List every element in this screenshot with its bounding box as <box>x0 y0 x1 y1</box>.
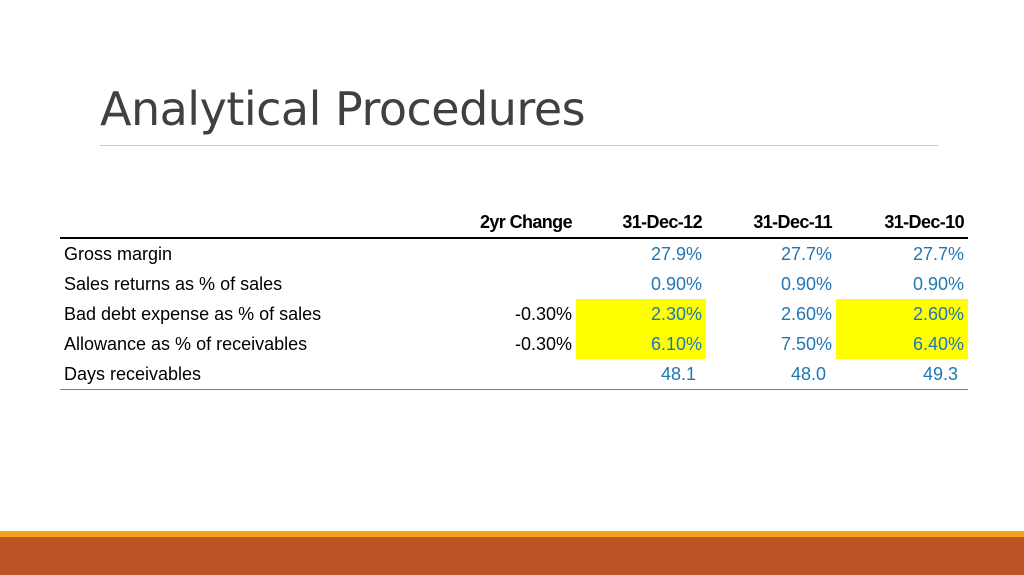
cell-dec-12: 27.9% <box>650 243 702 264</box>
row-label: Days receivables <box>60 359 448 390</box>
cell-dec-11: 48.0 <box>706 359 836 390</box>
row-label: Gross margin <box>64 243 173 264</box>
analytics-table: 2yr Change 31-Dec-12 31-Dec-11 31-Dec-10… <box>60 206 968 390</box>
header-2yr-change: 2yr Change <box>448 206 576 239</box>
cell-dec-10: 27.7% <box>912 243 964 264</box>
cell-dec-10-highlighted: 6.40% <box>836 329 968 359</box>
row-label: Bad debt expense as % of sales <box>64 303 322 324</box>
row-label: Sales returns as % of sales <box>64 273 283 294</box>
cell-dec-10: 0.90% <box>912 273 964 294</box>
cell-change <box>448 269 576 299</box>
table-row: Days receivables 48.1 48.0 49.3 <box>60 359 968 390</box>
table-header-row: 2yr Change 31-Dec-12 31-Dec-11 31-Dec-10 <box>60 206 968 239</box>
cell-dec-12-highlighted: 6.10% <box>576 329 706 359</box>
cell-dec-11: 27.7% <box>780 243 832 264</box>
table-row: Sales returns as % of sales 0.90% 0.90% … <box>60 269 968 299</box>
table-row: Gross margin 27.9% 27.7% 27.7% <box>60 238 968 269</box>
cell-change <box>448 238 576 269</box>
header-dec-10: 31-Dec-10 <box>836 206 968 239</box>
cell-dec-11: 0.90% <box>780 273 832 294</box>
table-row: Allowance as % of receivables -0.30% 6.1… <box>60 329 968 359</box>
cell-change: -0.30% <box>514 303 572 324</box>
header-dec-12: 31-Dec-12 <box>576 206 706 239</box>
header-label <box>60 206 448 239</box>
header-dec-11: 31-Dec-11 <box>706 206 836 239</box>
cell-change: -0.30% <box>514 333 572 354</box>
cell-dec-10: 49.3 <box>836 359 968 390</box>
row-label: Allowance as % of receivables <box>64 333 308 354</box>
cell-dec-11: 7.50% <box>780 333 832 354</box>
footer-band <box>0 537 1024 575</box>
slide-title: Analytical Procedures <box>100 82 586 136</box>
table-row: Bad debt expense as % of sales -0.30% 2.… <box>60 299 968 329</box>
title-divider <box>100 145 938 146</box>
footer-accent-stripe <box>0 531 1024 537</box>
cell-dec-11: 2.60% <box>780 303 832 324</box>
cell-change <box>448 359 576 390</box>
cell-dec-12: 48.1 <box>576 359 706 390</box>
analytics-table-container: 2yr Change 31-Dec-12 31-Dec-11 31-Dec-10… <box>60 206 968 390</box>
cell-dec-10-highlighted: 2.60% <box>836 299 968 329</box>
cell-dec-12: 0.90% <box>650 273 702 294</box>
cell-dec-12-highlighted: 2.30% <box>576 299 706 329</box>
